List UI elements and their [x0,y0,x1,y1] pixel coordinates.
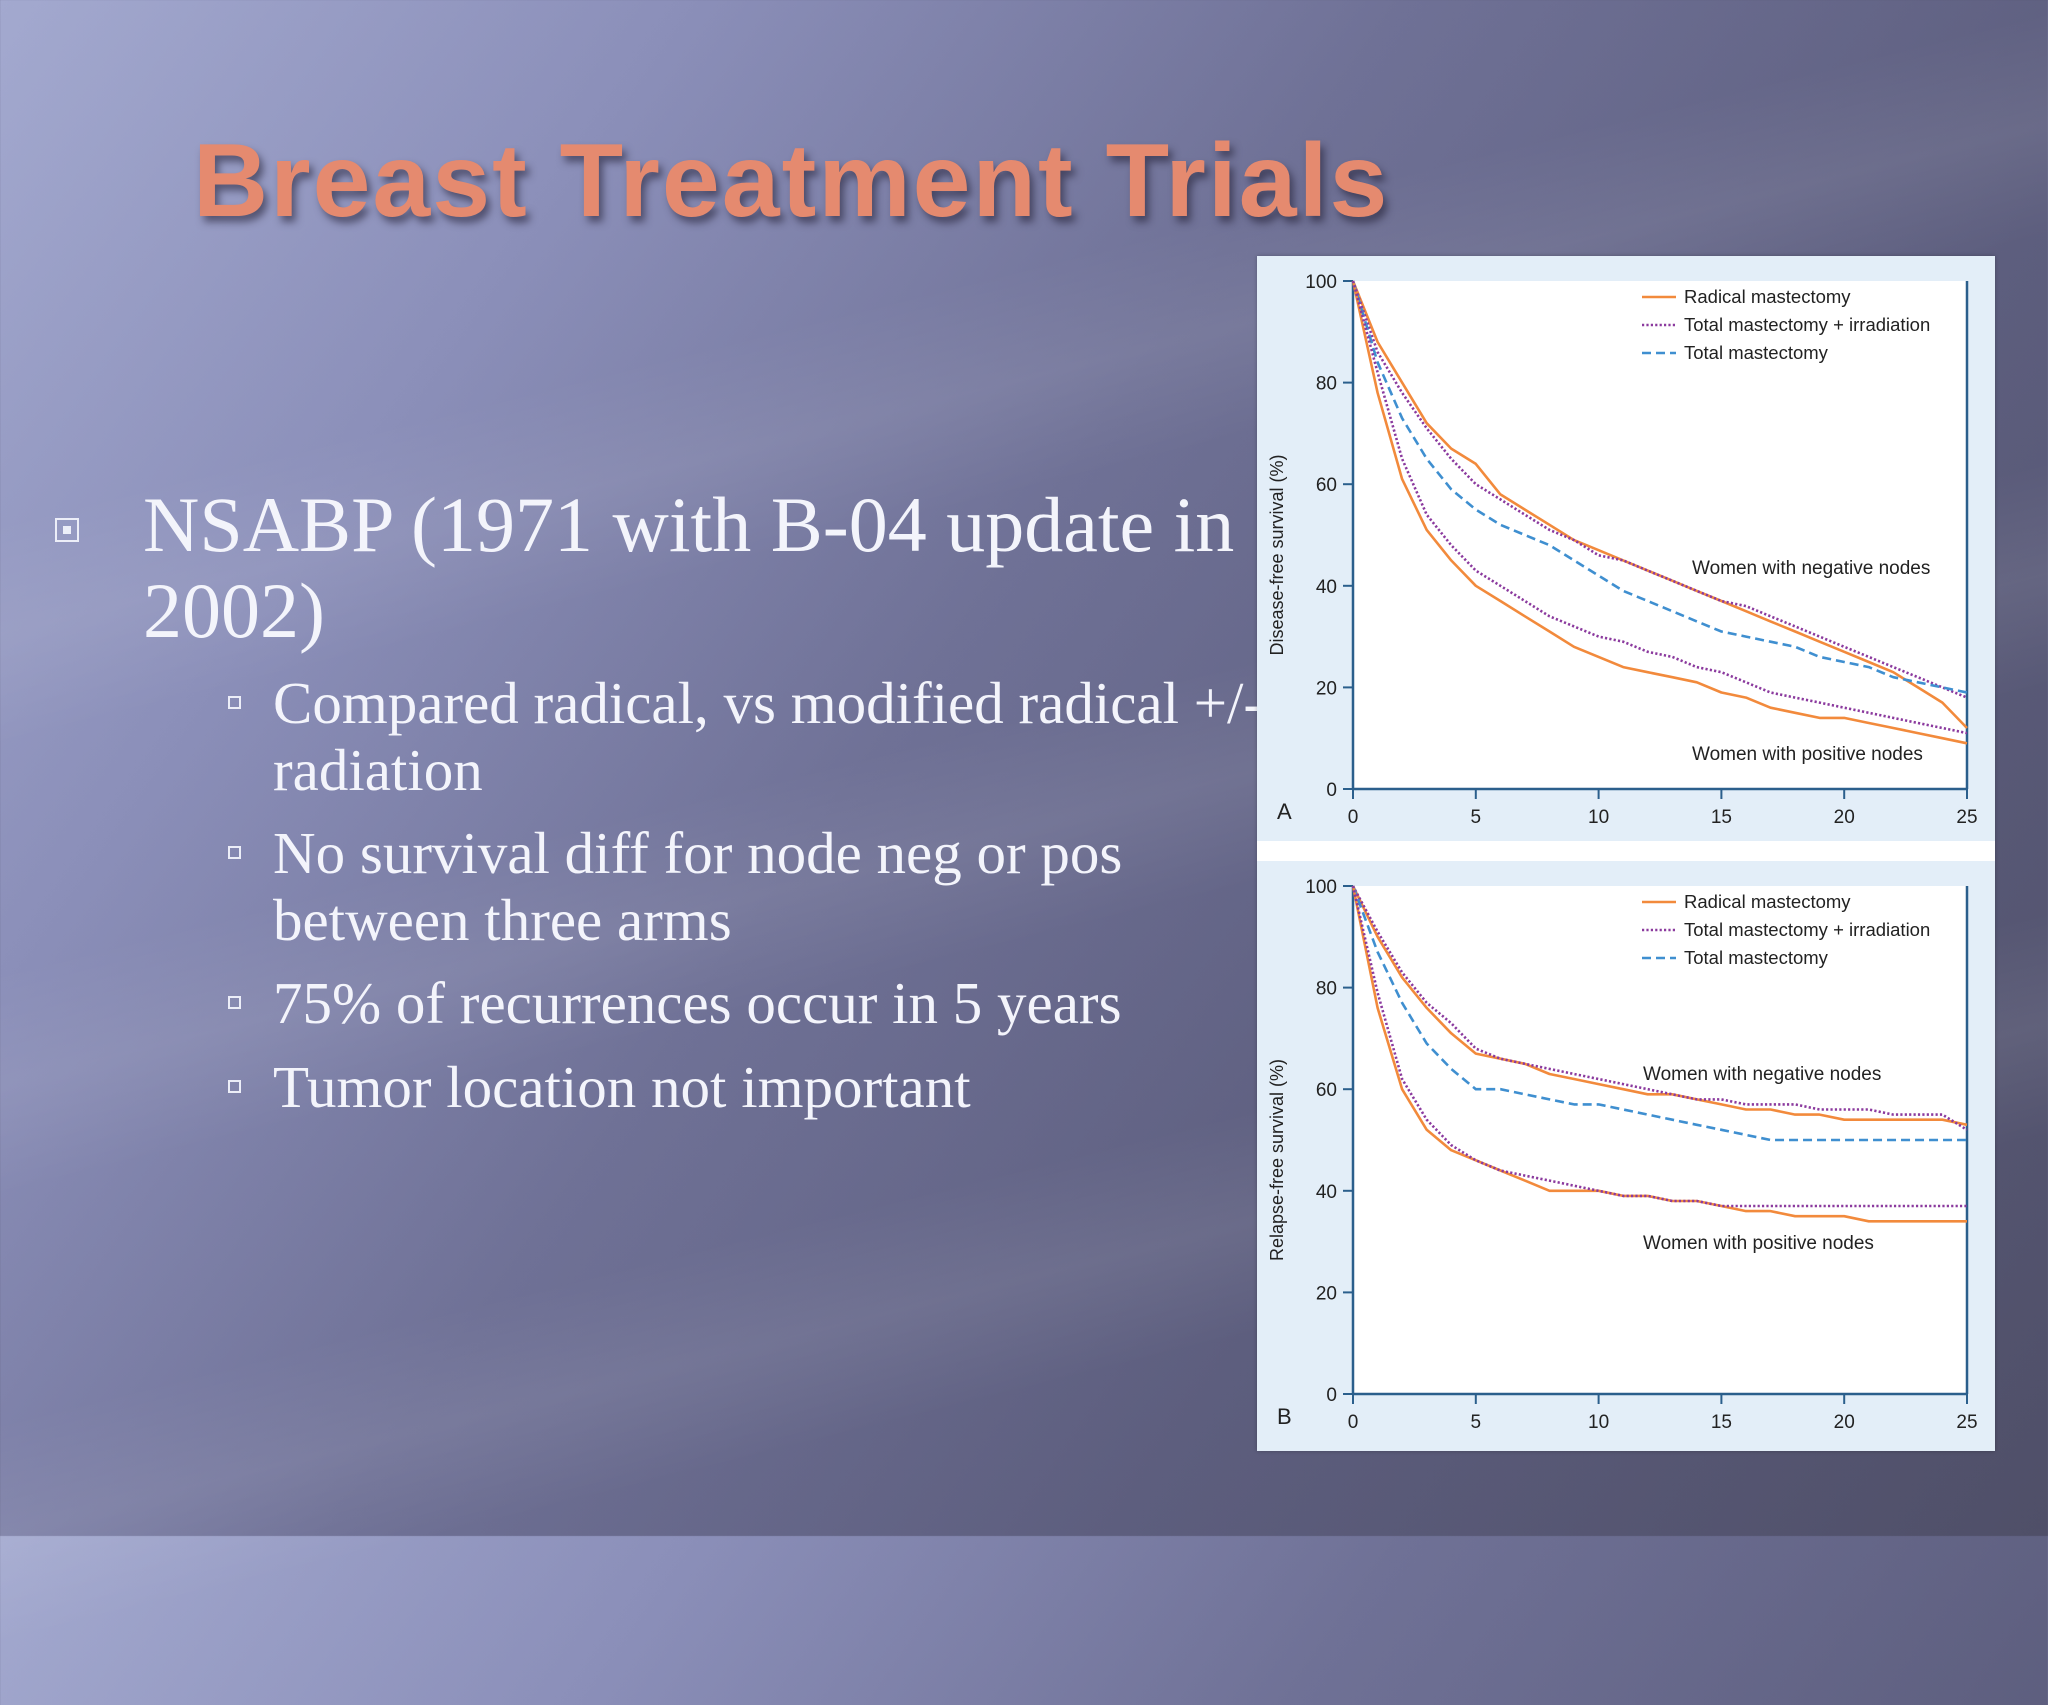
legend-label: Total mastectomy [1684,947,1829,968]
x-tick-label: 25 [1956,1412,1977,1433]
sub-bullet-icon [228,996,241,1009]
y-axis-label: Disease-free survival (%) [1267,454,1287,655]
y-tick-label: 20 [1316,678,1337,699]
series-line-dashed-negative [1351,885,1967,1142]
y-tick-label: 0 [1326,780,1337,801]
y-tick-label: 20 [1316,1283,1337,1304]
y-tick-label: 60 [1316,475,1337,496]
legend-label: Radical mastectomy [1684,286,1851,307]
main-bullet-icon [55,518,79,542]
series-line-dashed-negative [1351,280,1968,694]
chart-annotation: Women with positive nodes [1692,744,1923,765]
y-axis-label: Relapse-free survival (%) [1267,1059,1287,1261]
chart-annotation: Women with negative nodes [1692,558,1930,579]
x-tick-label: 15 [1711,1412,1732,1433]
survival-charts-figure: 0 20 40 60 80 100 0 5 10 15 20 25 Disease-free survi… [1257,256,1995,1451]
x-tick-label: 5 [1471,807,1482,828]
x-tick-label: 25 [1956,807,1977,828]
sub-bullet-icon [228,696,241,709]
x-tick-label: 0 [1348,807,1359,828]
chart-annotation: Women with negative nodes [1643,1064,1881,1085]
series-line-dotted-negative [1351,885,1968,1131]
sub-bullet-icon [228,846,241,859]
x-tick-label: 20 [1834,1412,1855,1433]
panel-label: A [1277,799,1292,824]
x-tick-label: 10 [1588,1412,1609,1433]
legend-label: Total mastectomy + irradiation [1684,919,1930,940]
legend-label: Total mastectomy [1684,342,1829,363]
sub-bullet-text: No survival diff for node neg or pos bet… [273,820,1123,953]
y-tick-label: 0 [1326,1385,1337,1406]
x-tick-label: 5 [1471,1412,1482,1433]
y-tick-label: 80 [1316,374,1337,395]
y-tick-label: 100 [1305,272,1337,293]
series-line-solid-negative [1351,280,1968,729]
x-tick-label: 0 [1348,1412,1359,1433]
legend-label: Total mastectomy + irradiation [1684,314,1930,335]
sub-bullet-text: Tumor location not important [273,1054,971,1120]
chart-panel-b: 0 20 40 60 80 100 0 5 10 15 20 25 Relapse-free survi… [1257,861,1995,1451]
y-tick-label: 100 [1305,877,1337,898]
main-bullet-text: NSABP (1971 with B-04 update in 2002) [143,481,1235,654]
series-line-solid-positive [1351,885,1967,1223]
series-line-dotted-positive [1351,280,1968,735]
chart-panel-a: 0 20 40 60 80 100 0 5 10 15 20 25 Disease-free survi… [1257,256,1995,841]
x-tick-label: 20 [1834,807,1855,828]
y-tick-label: 80 [1316,979,1337,1000]
x-tick-label: 15 [1711,807,1732,828]
sub-bullet-icon [228,1080,241,1093]
slide-title: Breast Treatment Trials [193,123,1390,239]
panel-label: B [1277,1404,1292,1429]
series-line-solid-negative [1351,885,1968,1127]
y-tick-label: 40 [1316,577,1337,598]
y-tick-label: 60 [1316,1080,1337,1101]
y-tick-label: 40 [1316,1182,1337,1203]
series-line-dotted-positive [1351,885,1967,1208]
sub-bullet-text: Compared radical, vs modified radical +/… [273,670,1264,803]
legend-label: Radical mastectomy [1684,891,1851,912]
chart-annotation: Women with positive nodes [1643,1233,1874,1254]
sub-bullet-text: 75% of recurrences occur in 5 years [273,970,1122,1036]
plot-area [1353,281,1967,789]
x-tick-label: 10 [1588,807,1609,828]
series-line-solid-positive [1351,280,1968,745]
